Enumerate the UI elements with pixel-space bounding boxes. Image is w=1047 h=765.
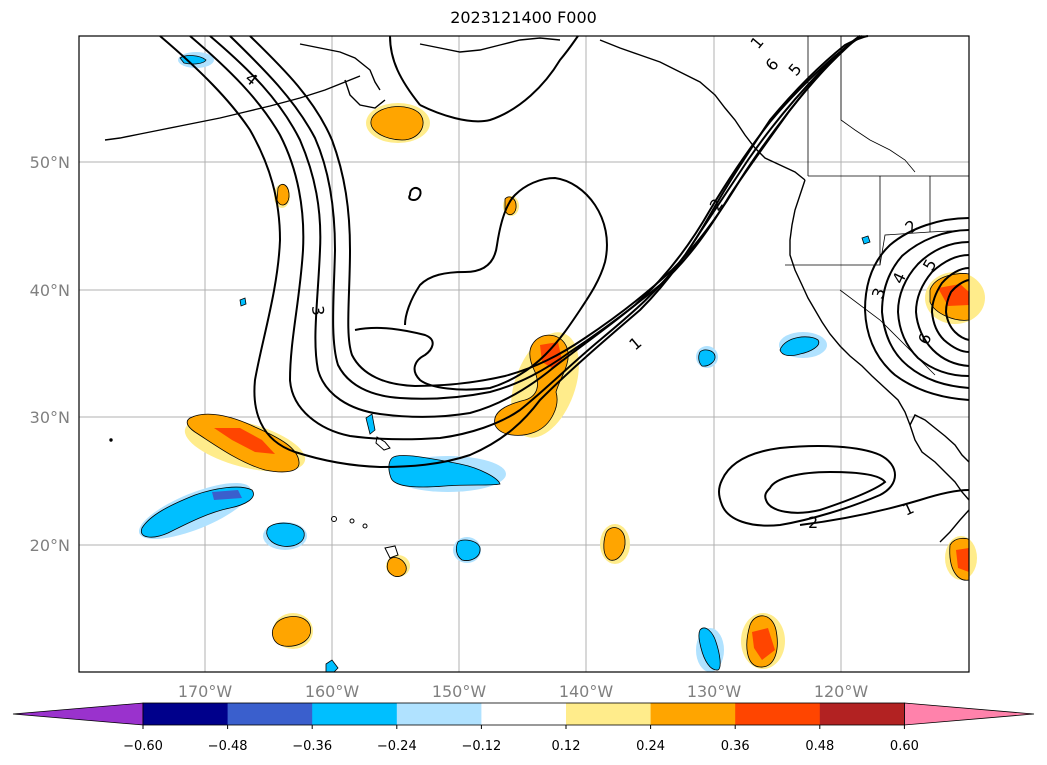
colorbar-tick-label: 0.48 — [805, 739, 834, 754]
colorbar-tick-label: −0.36 — [292, 739, 332, 754]
coastlines — [104, 37, 970, 543]
colorbar-tick-label: −0.48 — [208, 739, 248, 754]
anomaly-fills — [140, 55, 970, 673]
lon-label: 120°W — [814, 682, 869, 701]
colorbar-segment — [566, 703, 652, 725]
colorbar-tick-label: 0.24 — [636, 739, 665, 754]
colorbar-tick-label: 0.60 — [890, 739, 919, 754]
colorbar-tick-label: −0.24 — [377, 739, 417, 754]
colorbar-tick-label: −0.60 — [123, 739, 163, 754]
lon-label: 170°W — [178, 682, 233, 701]
colorbar-segment — [396, 703, 482, 725]
colorbar-outline — [142, 702, 905, 726]
latitude-labels: 50°N 40°N 30°N 20°N — [30, 153, 70, 555]
lon-label: 140°W — [559, 682, 614, 701]
colorbar-tick-label: 0.36 — [721, 739, 750, 754]
colorbar-tick-label: 0.12 — [552, 739, 581, 754]
lat-label: 50°N — [30, 153, 70, 172]
colorbar-extend-high — [904, 702, 1035, 726]
colorbar-ticks: −0.60 −0.48 −0.36 −0.24 −0.12 0.12 0.24 0.36 0.4… — [123, 725, 919, 754]
longitude-labels: 170°W 160°W 150°W 140°W 130°W 120°W — [178, 682, 869, 701]
colorbar-segment — [227, 703, 313, 725]
contour-lines — [159, 35, 970, 527]
contour-label: 3 — [308, 305, 328, 317]
colorbar-segment — [735, 703, 821, 725]
lat-label: 30°N — [30, 408, 70, 427]
colorbar-segment — [819, 703, 905, 725]
lat-label: 40°N — [30, 281, 70, 300]
colorbar-extend-low — [12, 702, 144, 726]
colorbar-segment — [481, 703, 567, 725]
contour-label: 2 — [808, 513, 818, 532]
lon-label: 130°W — [687, 682, 742, 701]
lon-label: 160°W — [305, 682, 360, 701]
lat-label: 20°N — [30, 536, 70, 555]
map-title: 2023121400 F000 — [450, 8, 597, 27]
lon-label: 150°W — [432, 682, 487, 701]
boundaries — [785, 36, 970, 376]
map-area: 4 3 2 1 6 5 1 2 1 3 4 5 2 6 — [78, 33, 985, 673]
colorbar-segment — [312, 703, 398, 725]
islands — [109, 436, 399, 559]
colorbar-tick-label: −0.12 — [461, 739, 501, 754]
colorbar-segment — [143, 703, 229, 725]
colorbar — [12, 702, 1035, 726]
colorbar-segment — [650, 703, 736, 725]
